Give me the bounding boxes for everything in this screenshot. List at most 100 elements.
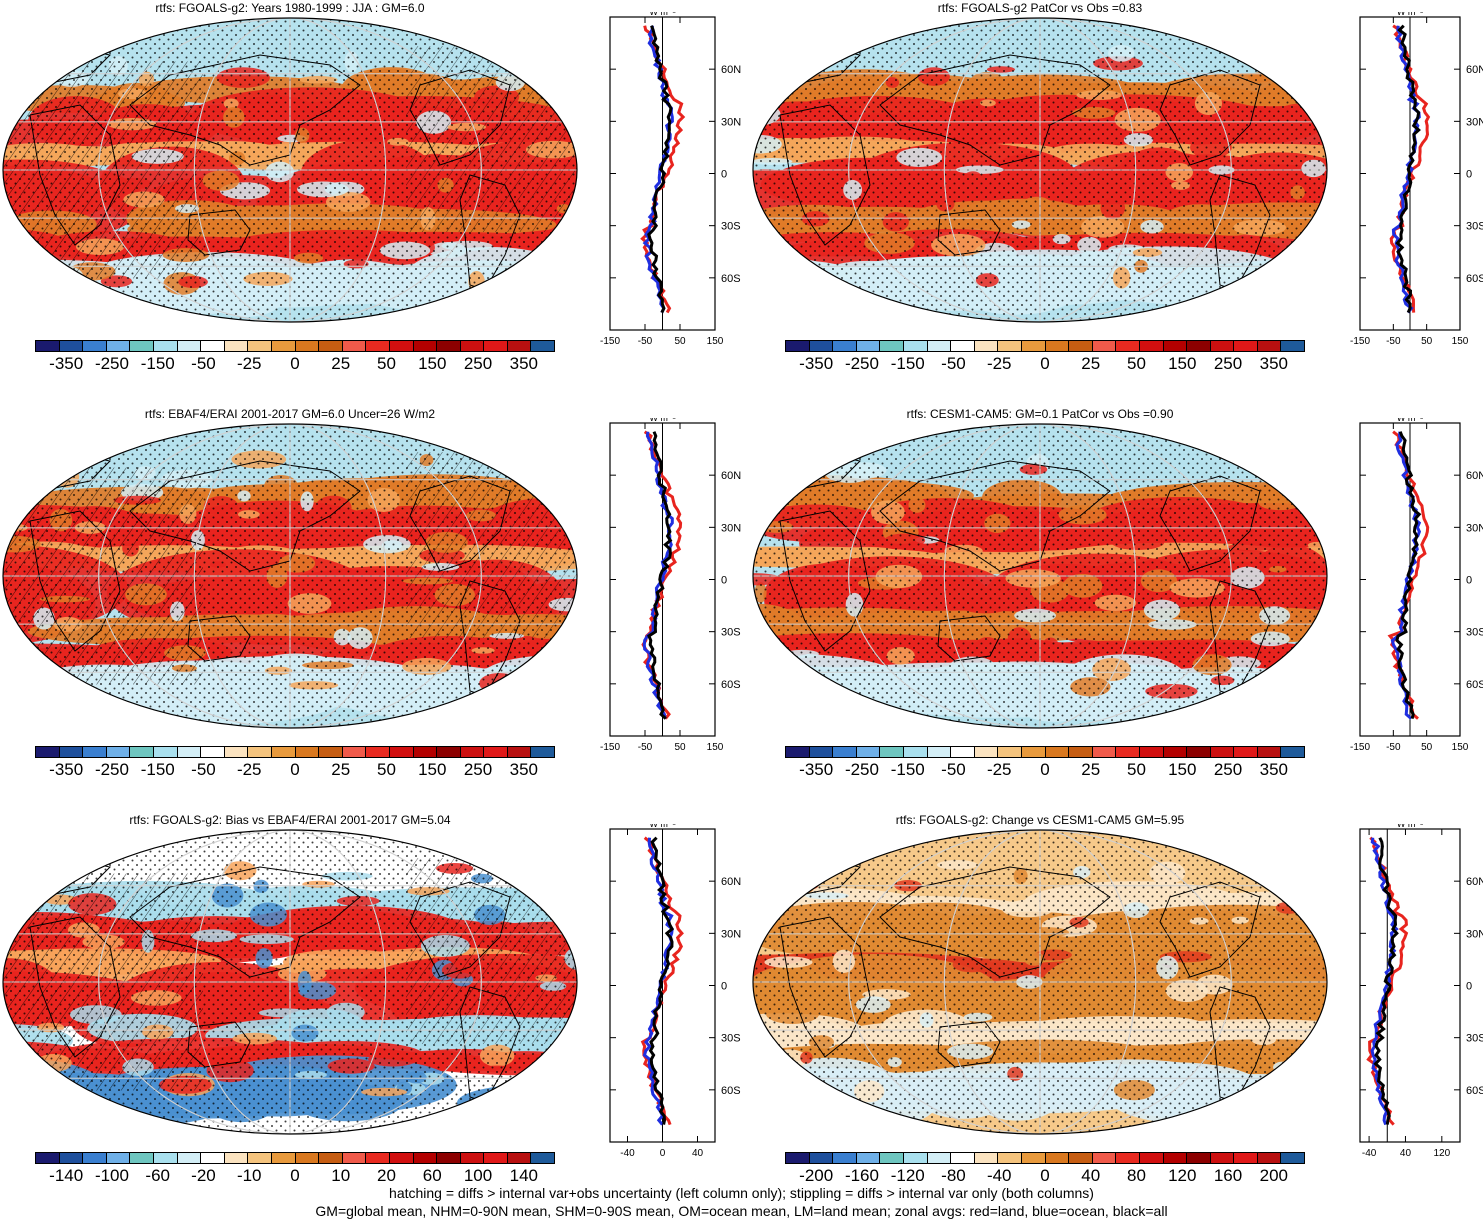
colorbar-swatch xyxy=(437,747,461,757)
colorbar-label: 120 xyxy=(1168,1166,1197,1185)
zonal-tick-label: -150 xyxy=(600,742,620,753)
p1-title: rtfs: FGOALS-g2: Years 1980-1999 : JJA :… xyxy=(155,1,425,15)
colorbar-swatch xyxy=(1045,341,1070,351)
colorbar-swatch xyxy=(389,341,414,351)
colorbar-label: -25 xyxy=(986,760,1012,779)
lat-label: 30N xyxy=(1466,116,1483,128)
colorbar-swatch xyxy=(507,341,532,351)
colorbar-swatch xyxy=(1069,1153,1093,1163)
lat-label: 60N xyxy=(721,876,741,888)
lat-label: 30S xyxy=(721,1033,741,1045)
colorbar-swatch xyxy=(295,1153,320,1163)
colorbar-swatch xyxy=(83,341,107,351)
colorbar-swatch xyxy=(366,1153,390,1163)
colorbar-label: -25 xyxy=(986,354,1012,373)
colorbar-swatch xyxy=(248,341,272,351)
colorbar-label: 40 xyxy=(1081,1166,1101,1185)
colorbar-swatch xyxy=(1234,1153,1258,1163)
colorbar-swatch xyxy=(1210,341,1235,351)
p1-colorbar xyxy=(35,340,555,352)
colorbar-swatch xyxy=(413,747,438,757)
colorbar-swatch xyxy=(153,747,178,757)
zonal-tick-label: -50 xyxy=(638,336,653,347)
lat-label: 60S xyxy=(1466,273,1483,285)
zonal-tick-label: 0 xyxy=(660,1148,666,1159)
colorbar-label: 140 xyxy=(509,1166,538,1185)
colorbar-label: 250 xyxy=(463,760,493,779)
colorbar-swatch xyxy=(366,747,390,757)
colorbar-swatch xyxy=(153,1153,178,1163)
colorbar-swatch xyxy=(1187,1153,1211,1163)
colorbar-swatch xyxy=(880,1153,904,1163)
colorbar-swatch xyxy=(1092,1153,1117,1163)
zonal-tick-label: 50 xyxy=(1421,742,1433,753)
colorbar-swatch xyxy=(224,747,249,757)
colorbar-swatch xyxy=(1281,1153,1305,1163)
colorbar-label: 0 xyxy=(290,1166,300,1185)
colorbar-swatch xyxy=(809,1153,834,1163)
colorbar-label: 50 xyxy=(377,760,396,779)
colorbar-label: 25 xyxy=(1081,354,1101,373)
colorbar-swatch xyxy=(833,747,857,757)
colorbar-swatch xyxy=(413,1153,438,1163)
p6-title: rtfs: FGOALS-g2: Change vs CESM1-CAM5 GM… xyxy=(895,813,1185,827)
colorbar-swatch xyxy=(106,1153,131,1163)
colorbar-label: 350 xyxy=(509,354,538,373)
lat-label: 60N xyxy=(1466,64,1483,76)
colorbar-swatch xyxy=(998,341,1022,351)
colorbar-swatch xyxy=(1021,747,1046,757)
colorbar-swatch xyxy=(1021,341,1046,351)
colorbar-swatch xyxy=(951,747,975,757)
zonal-tick-label: 120 xyxy=(1433,1148,1450,1159)
colorbar-label: 25 xyxy=(331,354,351,373)
colorbar-swatch xyxy=(531,341,555,351)
colorbar-swatch xyxy=(177,1153,202,1163)
zonal-tick-label: 150 xyxy=(707,742,724,753)
colorbar-label: -100 xyxy=(94,1166,129,1185)
colorbar-swatch xyxy=(880,341,904,351)
colorbar-swatch xyxy=(809,747,834,757)
colorbar-swatch xyxy=(177,747,202,757)
colorbar-swatch xyxy=(880,747,904,757)
lat-label: 60S xyxy=(1466,1085,1483,1097)
colorbar-swatch xyxy=(460,341,485,351)
colorbar-label: 250 xyxy=(1213,354,1243,373)
zonal-unit: W m⁻² xyxy=(649,824,675,829)
p3-zonal-plot: 60N 30N 0 30S 60S -150 -50 50 150 W m⁻² xyxy=(600,418,741,753)
colorbar-label: -20 xyxy=(191,1166,216,1185)
colorbar-swatch xyxy=(974,747,999,757)
p2-map xyxy=(752,17,1328,323)
colorbar-swatch xyxy=(224,341,249,351)
p1-map xyxy=(2,17,578,323)
colorbar-swatch xyxy=(342,747,367,757)
p4-title: rtfs: CESM1-CAM5: GM=0.1 PatCor vs Obs =… xyxy=(906,407,1174,421)
colorbar-swatch xyxy=(413,341,438,351)
lat-label: 30N xyxy=(721,522,741,534)
zonal-tick-label: -50 xyxy=(1386,742,1401,753)
colorbar-swatch xyxy=(1045,747,1070,757)
p2-colorbar xyxy=(785,340,1305,352)
colorbar-swatch xyxy=(59,341,84,351)
lat-label: 60S xyxy=(721,273,741,285)
colorbar-swatch xyxy=(437,341,461,351)
colorbar-swatch xyxy=(1116,747,1140,757)
colorbar-swatch xyxy=(507,747,532,757)
colorbar-swatch xyxy=(366,341,390,351)
colorbar-label: 150 xyxy=(1168,760,1197,779)
lat-label: 0 xyxy=(1466,575,1472,587)
footer-line-2: GM=global mean, NHM=0-90N mean, SHM=0-90… xyxy=(315,1203,1168,1219)
p6-map xyxy=(752,829,1328,1135)
colorbar-label: 80 xyxy=(1127,1166,1146,1185)
lat-label: 30S xyxy=(1466,1033,1483,1045)
colorbar-swatch xyxy=(460,1153,485,1163)
colorbar-swatch xyxy=(248,747,272,757)
colorbar-label: -10 xyxy=(236,1166,262,1185)
colorbar-swatch xyxy=(1257,747,1282,757)
lat-label: 0 xyxy=(1466,981,1472,993)
zonal-unit: W m⁻² xyxy=(649,418,675,423)
p2-colorbar-labels: -350 -250 -150 -50 -25 0 25 50 150 250 350 xyxy=(785,354,1305,374)
zonal-tick-label: 50 xyxy=(674,336,686,347)
colorbar-swatch xyxy=(130,747,154,757)
colorbar-swatch xyxy=(153,341,178,351)
colorbar-label: -350 xyxy=(49,760,84,779)
